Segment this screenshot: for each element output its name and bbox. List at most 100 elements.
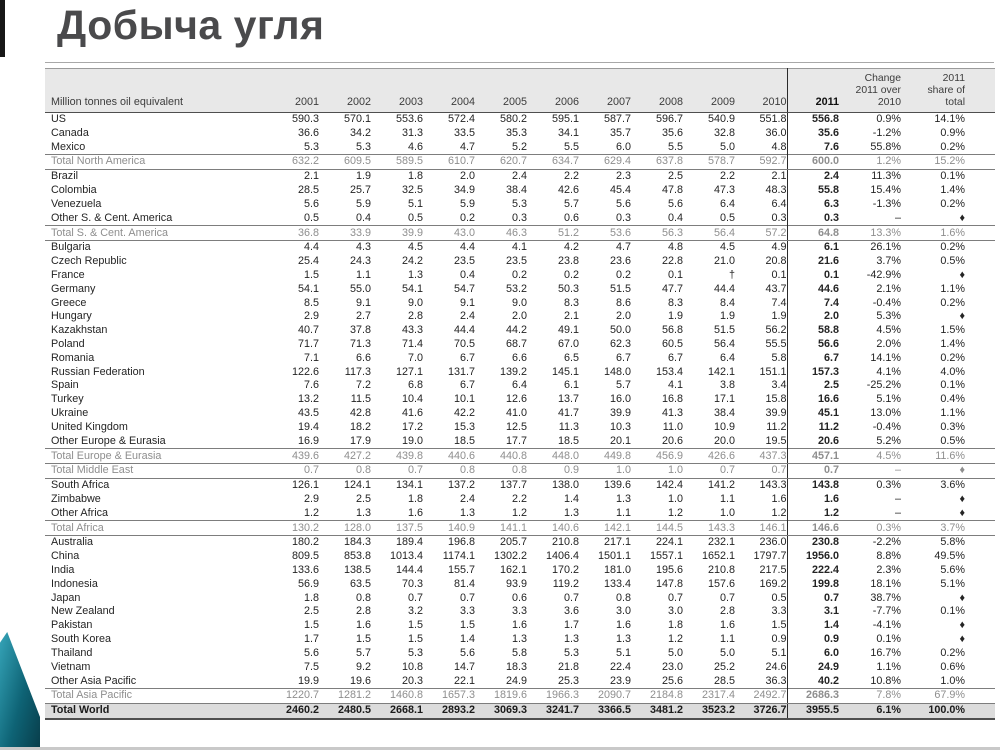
cell-value: 1.8 bbox=[667, 619, 683, 632]
cell-value: 1557.1 bbox=[649, 550, 683, 563]
cell-value: 34.9 bbox=[453, 184, 475, 197]
cell-value: 0.2% bbox=[940, 351, 965, 364]
cell-value: -0.4% bbox=[872, 420, 901, 433]
cell-value: 0.7 bbox=[786, 591, 839, 606]
table-row: Pakistan 1.5 1.6 1.5 1.5 1.6 1.7 1.6 1.8 1.6 1.5 1.… bbox=[45, 619, 995, 633]
cell-value: 448.0 bbox=[527, 448, 579, 465]
cell-value: 133.4 bbox=[603, 577, 631, 590]
year-header: 2007 bbox=[579, 68, 631, 113]
cell-value: 0.9 bbox=[527, 463, 579, 479]
data-table: Million tonnes oil equivalent 2001 2002 … bbox=[45, 68, 995, 720]
table-row: Bulgaria 4.4 4.3 4.5 4.4 4.1 4.2 4.7 4.8 4.5 4.9 6.… bbox=[45, 240, 995, 255]
cell-value: 3.0 bbox=[667, 605, 683, 618]
table-row: Thailand 5.6 5.7 5.3 5.6 5.8 5.3 5.1 5.0 5.0 5.1 6.… bbox=[45, 646, 995, 661]
cell-value: 15.2% bbox=[901, 154, 995, 171]
cell-value: 17.1 bbox=[713, 393, 735, 406]
cell-value: 47.3 bbox=[713, 184, 735, 197]
cell-value: 5.3 bbox=[563, 646, 579, 659]
cell-value: 217.5 bbox=[759, 564, 787, 577]
cell-value: 11.2 bbox=[766, 420, 787, 433]
cell-value: 1.5 bbox=[459, 619, 475, 632]
cell-value: 0.9 bbox=[771, 633, 787, 646]
cell-value: 2.2 bbox=[563, 170, 579, 183]
cell-value: 217.1 bbox=[603, 536, 631, 549]
cell-value: 20.6 bbox=[661, 434, 683, 447]
cell-value: 2.0 bbox=[459, 170, 475, 183]
cell-value: 35.6 bbox=[786, 126, 839, 141]
total-row: Total S. & Cent. America 36.8 33.9 39.9 43.0… bbox=[45, 225, 995, 242]
table-row: Turkey 13.2 11.5 10.4 10.1 12.6 13.7 16.0 16.8 17… bbox=[45, 393, 995, 407]
cell-value: 133.6 bbox=[291, 564, 319, 577]
cell-value: 1.5 bbox=[407, 619, 423, 632]
cell-value: 8.4 bbox=[719, 296, 735, 309]
cell-value: 26.1% bbox=[870, 241, 901, 254]
cell-value: 56.9 bbox=[297, 577, 319, 590]
row-label: Kazakhstan bbox=[51, 324, 108, 337]
table-row: Romania 7.1 6.6 7.0 6.7 6.6 6.5 6.7 6.7 6.4 5.8 6.7… bbox=[45, 351, 995, 366]
cell-value: 148.0 bbox=[603, 365, 631, 378]
cell-value: 131.7 bbox=[447, 365, 475, 378]
cell-value: 18.5 bbox=[453, 434, 475, 447]
cell-value: 4.4 bbox=[459, 241, 475, 254]
cell-value: 0.8 bbox=[475, 463, 527, 479]
cell-value: 553.6 bbox=[395, 113, 423, 126]
cell-value: 45.4 bbox=[609, 184, 631, 197]
cell-value: 196.8 bbox=[447, 536, 475, 549]
cell-value: 1302.2 bbox=[493, 550, 527, 563]
row-label: Japan bbox=[51, 591, 81, 604]
cell-value: 23.8 bbox=[557, 255, 579, 268]
cell-value: 2317.4 bbox=[683, 688, 735, 704]
corner-accent-shape bbox=[0, 632, 40, 750]
table-row: Colombia 28.5 25.7 32.5 34.9 38.4 42.6 45.4 47.8… bbox=[45, 183, 995, 198]
cell-value: 3.3 bbox=[511, 605, 527, 618]
row-label: India bbox=[51, 564, 75, 577]
cell-value: 143.8 bbox=[786, 478, 839, 493]
cell-value: 5.6 bbox=[615, 197, 631, 210]
cell-value: 21.0 bbox=[713, 255, 735, 268]
cell-value: 4.6 bbox=[407, 140, 423, 153]
slide-bottom-edge bbox=[0, 747, 1000, 750]
cell-value: 7.1 bbox=[303, 351, 319, 364]
cell-value: 3.3 bbox=[771, 605, 787, 618]
row-label: Thailand bbox=[51, 646, 93, 659]
cell-value: 13.2 bbox=[297, 393, 319, 406]
cell-value: 9.0 bbox=[407, 296, 423, 309]
cell-value: 0.7 bbox=[407, 591, 423, 604]
cell-value: 20.1 bbox=[609, 434, 631, 447]
year-header: 2008 bbox=[631, 68, 683, 113]
row-label: China bbox=[51, 550, 80, 563]
cell-value: 1.6 bbox=[511, 619, 527, 632]
table-row: Russian Federation 122.6 117.3 127.1 131.7 13… bbox=[45, 365, 995, 380]
cell-value: 0.4 bbox=[667, 211, 683, 224]
cell-value: 4.0% bbox=[940, 365, 965, 378]
cell-value: -25.2% bbox=[866, 379, 901, 392]
cell-value: 50.0 bbox=[609, 324, 631, 337]
cell-value: 19.4 bbox=[297, 420, 319, 433]
cell-value: -0.4% bbox=[872, 296, 901, 309]
cell-value: 20.6 bbox=[786, 434, 839, 449]
cell-value: 3955.5 bbox=[786, 702, 839, 719]
cell-value: 180.2 bbox=[291, 536, 319, 549]
cell-value: 25.7 bbox=[349, 184, 371, 197]
cell-value: 0.5% bbox=[940, 255, 965, 268]
cell-value: ♦ bbox=[959, 492, 965, 505]
cell-value: 1.7 bbox=[563, 619, 579, 632]
row-label: Other Africa bbox=[51, 506, 109, 519]
cell-value: 2.8 bbox=[407, 310, 423, 323]
cell-value: 1.8 bbox=[407, 492, 423, 505]
cell-value: 1013.4 bbox=[389, 550, 423, 563]
cell-value: 587.7 bbox=[603, 113, 631, 126]
cell-value: 1.7 bbox=[303, 633, 319, 646]
cell-value: 51.5 bbox=[713, 324, 735, 337]
cell-value: 1.6% bbox=[901, 225, 995, 242]
cell-value: 49.1 bbox=[557, 324, 579, 337]
cell-value: 2.4 bbox=[511, 170, 527, 183]
cell-value: 189.4 bbox=[395, 536, 423, 549]
table-body: US 590.3 570.1 553.6 572.4 580.2 595.1 587.7 596… bbox=[45, 112, 995, 719]
cell-value: 0.1 bbox=[771, 268, 787, 281]
cell-value: 10.1 bbox=[453, 393, 475, 406]
row-label: Total Asia Pacific bbox=[45, 688, 267, 704]
cell-value: 40.2 bbox=[786, 674, 839, 689]
cell-value: 4.5 bbox=[407, 241, 423, 254]
cell-value: 2480.5 bbox=[319, 702, 371, 719]
